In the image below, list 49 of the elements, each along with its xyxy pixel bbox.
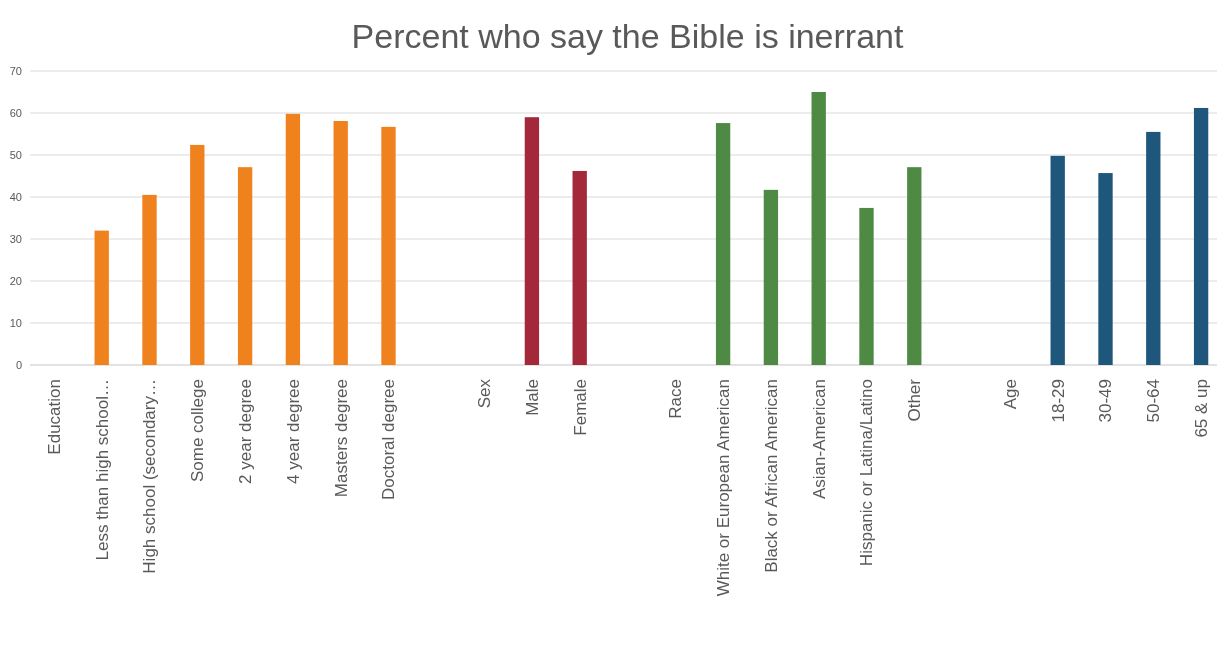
bar — [1098, 173, 1113, 365]
x-tick-label: Asian-American — [809, 379, 829, 499]
y-tick-label: 70 — [9, 64, 22, 77]
y-tick-label: 40 — [9, 190, 22, 203]
x-tick-label: Some college — [188, 379, 208, 483]
x-tick-label: Education — [44, 379, 64, 455]
x-tick-label: White or European American — [714, 379, 734, 597]
bar — [524, 117, 540, 365]
x-tick-label: Black or African American — [761, 379, 781, 573]
x-tick-label: Male — [522, 379, 542, 416]
bar — [763, 189, 779, 365]
x-tick-label: High school (secondary… — [140, 379, 160, 574]
bar — [142, 194, 157, 365]
x-tick-label: Masters degree — [331, 379, 351, 498]
bar — [237, 167, 253, 365]
x-tick-label: Race — [666, 379, 686, 419]
x-tick-label: Sex — [475, 378, 495, 409]
bar — [1050, 155, 1065, 365]
y-tick-label: 20 — [9, 274, 22, 287]
bar — [715, 123, 731, 365]
bar — [381, 126, 396, 365]
x-tick-label: Age — [1000, 379, 1020, 410]
bar — [811, 92, 826, 365]
bar — [1146, 131, 1161, 365]
bar — [285, 113, 301, 365]
x-tick-label: 30-49 — [1096, 379, 1116, 423]
bar — [333, 120, 348, 365]
y-tick-label: 60 — [9, 106, 22, 119]
x-tick-label: 65 & up — [1192, 379, 1212, 438]
bar — [907, 167, 922, 365]
x-tick-label: Hispanic or Latina/Latino — [857, 379, 877, 567]
x-tick-label: 18-29 — [1048, 379, 1068, 423]
bar — [1193, 107, 1209, 365]
chart-title: Percent who say the Bible is inerrant — [351, 17, 904, 55]
y-tick-label: 0 — [15, 358, 22, 371]
x-tick-label: 4 year degree — [283, 379, 303, 484]
x-tick-label: Doctoral degree — [379, 379, 399, 500]
x-tick-label: 2 year degree — [236, 379, 256, 484]
x-tick-label: 50-64 — [1144, 379, 1164, 423]
x-tick-label: Less than high school… — [92, 379, 112, 561]
bar — [859, 207, 874, 365]
bar — [94, 230, 109, 365]
bar — [572, 170, 587, 365]
x-tick-label: Other — [905, 378, 925, 422]
y-tick-label: 10 — [9, 316, 22, 329]
bar — [190, 144, 205, 365]
y-tick-label: 30 — [9, 232, 22, 245]
y-tick-label: 50 — [9, 148, 22, 161]
x-tick-label: Female — [570, 379, 590, 436]
